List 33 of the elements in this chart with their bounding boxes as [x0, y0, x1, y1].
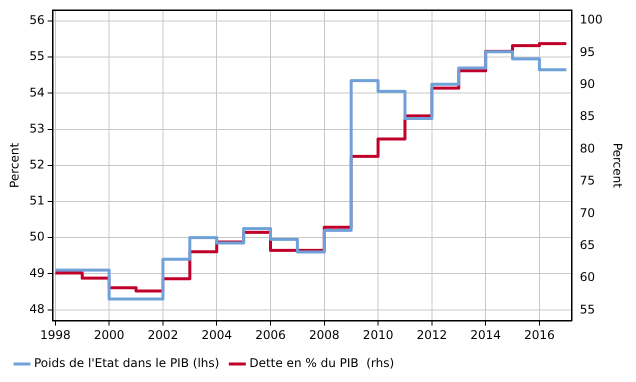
y2-tick-label: 80 — [580, 141, 595, 156]
legend-label: Poids de l'Etat dans le PIB (lhs) — [34, 356, 220, 370]
y-tick-label: 48 — [29, 302, 45, 316]
y-axis-title: Percent — [7, 142, 22, 188]
x-tick-label: 1998 — [40, 328, 71, 342]
x-tick-label: 2010 — [362, 328, 394, 342]
legend-label: Dette en % du PIB (rhs) — [249, 356, 394, 370]
y-tick-label: 53 — [29, 121, 45, 136]
y-tick-label: 54 — [29, 85, 45, 100]
y2-tick-label: 95 — [580, 44, 595, 59]
y2-tick-label: 55 — [580, 302, 595, 316]
y2-tick-label: 65 — [580, 238, 595, 252]
x-tick-label: 2014 — [470, 328, 501, 342]
y-tick-label: 52 — [29, 158, 45, 172]
y-tick-label: 56 — [29, 13, 45, 28]
y2-tick-label: 75 — [580, 174, 595, 188]
y2-tick-label: 90 — [580, 77, 595, 92]
y-tick-label: 50 — [29, 230, 45, 244]
x-tick-label: 2012 — [416, 328, 448, 342]
x-tick-label: 2006 — [255, 328, 286, 342]
y2-tick-label: 100 — [580, 12, 603, 27]
y2-tick-label: 60 — [580, 270, 595, 284]
x-tick-label: 2016 — [524, 328, 555, 342]
y2-axis-title: Percent — [610, 142, 625, 188]
y-tick-label: 49 — [29, 266, 45, 280]
x-tick-label: 2002 — [148, 328, 178, 342]
y-tick-label: 51 — [29, 194, 45, 208]
x-tick-label: 2000 — [94, 328, 124, 342]
x-tick-label: 2008 — [309, 328, 340, 342]
y2-tick-label: 70 — [580, 206, 595, 220]
x-tick-label: 2004 — [201, 328, 232, 342]
y-tick-label: 55 — [29, 49, 45, 64]
y2-tick-label: 85 — [580, 109, 595, 124]
